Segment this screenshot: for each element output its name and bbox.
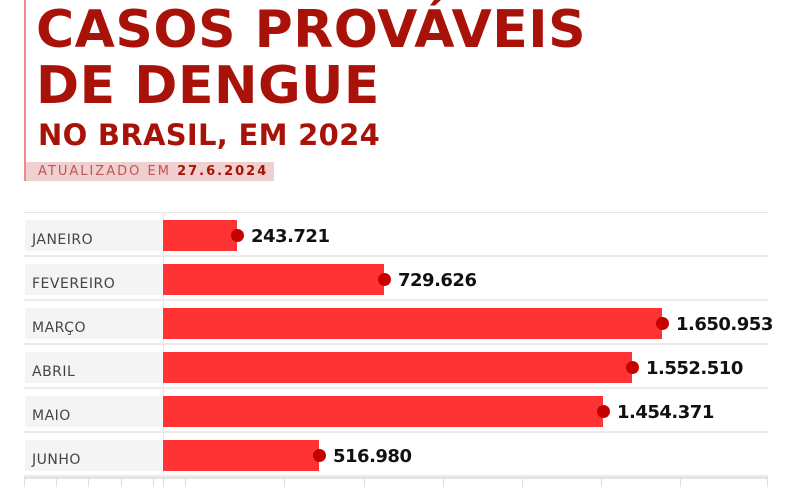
row-separator [24,255,768,257]
value-label: 729.626 [398,270,477,291]
updated-date: 27.6.2024 [177,164,269,179]
axis-tick [767,479,768,487]
axis-tick [88,479,89,487]
x-axis-line [24,477,768,479]
axis-tick [163,479,164,487]
row-separator [24,475,768,477]
value-bar [163,308,662,339]
row-separator [24,343,768,345]
chart-header: CASOS PROVÁVEIS DE DENGUE NO BRASIL, EM … [24,0,626,181]
subtitle: NO BRASIL, EM 2024 [38,118,381,152]
value-dot [626,361,639,374]
chart-row: JANEIRO 243.721 [24,213,768,257]
value-label: 1.454.371 [617,402,714,423]
month-label: FEVEREIRO [32,276,116,292]
month-label: ABRIL [32,364,76,380]
axis-tick [153,479,154,487]
row-label-bg [25,396,162,427]
value-dot [231,229,244,242]
value-bar [163,352,632,383]
month-label: JANEIRO [32,232,94,248]
axis-tick [522,479,523,487]
grid-line-top [24,212,768,213]
chart-row: MARÇO 1.650.953 [24,301,773,345]
axis-tick [443,479,444,487]
value-dot [378,273,391,286]
axis-tick [121,479,122,487]
row-label-bg [25,352,162,383]
row-separator [24,299,768,301]
value-bar [163,396,603,427]
axis-tick [24,479,25,487]
month-label: MARÇO [32,320,86,336]
updated-prefix: ATUALIZADO EM [38,164,171,179]
chart-row: MAIO 1.454.371 [24,389,768,433]
month-label: MAIO [32,408,71,424]
chart-row: FEVEREIRO 729.626 [24,257,768,301]
value-label: 1.650.953 [676,314,773,335]
value-dot [597,405,610,418]
value-dot [313,449,326,462]
axis-tick [284,479,285,487]
axis-tick [56,479,57,487]
row-label-bg [25,308,162,339]
axis-tick [680,479,681,487]
value-dot [656,317,669,330]
axis-tick [185,479,186,487]
month-label: JUNHO [32,452,81,468]
updated-badge: ATUALIZADO EM 27.6.2024 [26,162,275,181]
row-label-bg [25,220,162,251]
value-label: 1.552.510 [646,358,743,379]
title-line-1: CASOS PROVÁVEIS [36,0,587,60]
value-bar [163,220,237,251]
row-separator [24,387,768,389]
chart-row: ABRIL 1.552.510 [24,345,768,389]
value-label: 243.721 [251,226,330,247]
title-line-2: DE DENGUE [36,56,380,116]
bar-chart: JANEIRO 243.721 FEVEREIRO 729.626 MARÇO 1.650… [24,212,773,498]
value-bar [163,440,319,471]
chart-row: JUNHO 516.980 [24,433,768,477]
value-label: 516.980 [333,446,412,467]
axis-tick [601,479,602,487]
axis-tick [364,479,365,487]
row-label-bg [25,440,162,471]
label-divider [163,212,164,484]
row-separator [24,431,768,433]
value-bar [163,264,384,295]
row-label-bg [25,264,162,295]
